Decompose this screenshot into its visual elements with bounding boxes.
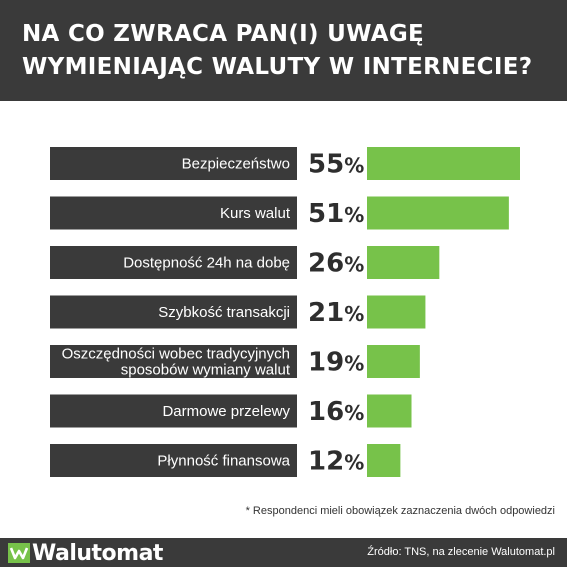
value-box: [297, 444, 367, 477]
value-bar: [367, 345, 420, 378]
value-bar: [367, 196, 509, 230]
category-label: Darmowe przelewy: [162, 403, 290, 420]
logo-text: Walutomat: [32, 540, 163, 566]
bar-row: Szybkość transakcji 21%: [50, 295, 426, 329]
bar-row: Dostępność 24h na dobę 26%: [50, 246, 440, 279]
header-banner: NA CO ZWRACA PAN(I) UWAGĘ WYMIENIAJĄC WA…: [0, 0, 567, 101]
bar-row: Darmowe przelewy 16%: [50, 394, 412, 428]
value-bar: [367, 295, 426, 329]
category-bar: [50, 444, 297, 477]
category-label: Oszczędności wobec tradycyjnych sposobów …: [62, 346, 291, 379]
value-box: [297, 345, 367, 378]
category-bar: [50, 295, 297, 329]
respondents-note: * Respondenci mieli obowiązek zaznaczeni…: [245, 505, 555, 517]
value-label: 19%: [308, 348, 364, 378]
bar-chart: Bezpieczeństwo 55% Kurs walut 51% Dostępność…: [50, 147, 520, 477]
category-bar: [50, 147, 297, 180]
value-label: 51%: [308, 199, 364, 229]
value-label: 12%: [308, 447, 364, 477]
value-box: [297, 394, 367, 428]
value-label: 16%: [308, 397, 364, 427]
category-bar: [50, 394, 297, 428]
value-label: 21%: [308, 298, 364, 328]
title-line-1: NA CO ZWRACA PAN(I) UWAGĘ: [22, 21, 425, 47]
value-label: 26%: [308, 249, 364, 279]
value-bar: [367, 394, 412, 428]
chart-title: NA CO ZWRACA PAN(I) UWAGĘ WYMIENIAJĄC WA…: [22, 18, 532, 84]
value-box: [297, 147, 367, 180]
value-bar: [367, 444, 401, 477]
walutomat-logo-icon: [8, 543, 30, 563]
category-bar: [50, 345, 297, 378]
title-line-2: WYMIENIAJĄC WALUTY W INTERNECIE?: [22, 54, 533, 80]
source-note: Źródło: TNS, na zlecenie Walutomat.pl: [367, 546, 555, 558]
bar-row: Kurs walut 51%: [50, 196, 509, 230]
value-box: [297, 246, 367, 279]
value-box: [297, 295, 367, 329]
category-bar: [50, 196, 297, 230]
value-bar: [367, 246, 440, 279]
category-label: Bezpieczeństwo: [182, 156, 290, 173]
value-bar: [367, 147, 520, 180]
bar-row: Płynność finansowa 12%: [50, 444, 401, 477]
footer-bar: Walutomat Źródło: TNS, na zlecenie Walut…: [0, 538, 567, 567]
walutomat-logo: Walutomat: [8, 540, 163, 566]
category-label: Kurs walut: [220, 205, 291, 222]
value-label: 55%: [308, 150, 364, 180]
category-label: Szybkość transakcji: [158, 304, 290, 321]
bar-row: Oszczędności wobec tradycyjnych sposobów …: [50, 345, 420, 379]
category-bar: [50, 246, 297, 279]
category-label: Dostępność 24h na dobę: [123, 255, 290, 272]
category-label: Płynność finansowa: [157, 453, 290, 470]
value-box: [297, 196, 367, 230]
bar-row: Bezpieczeństwo 55%: [50, 147, 520, 180]
